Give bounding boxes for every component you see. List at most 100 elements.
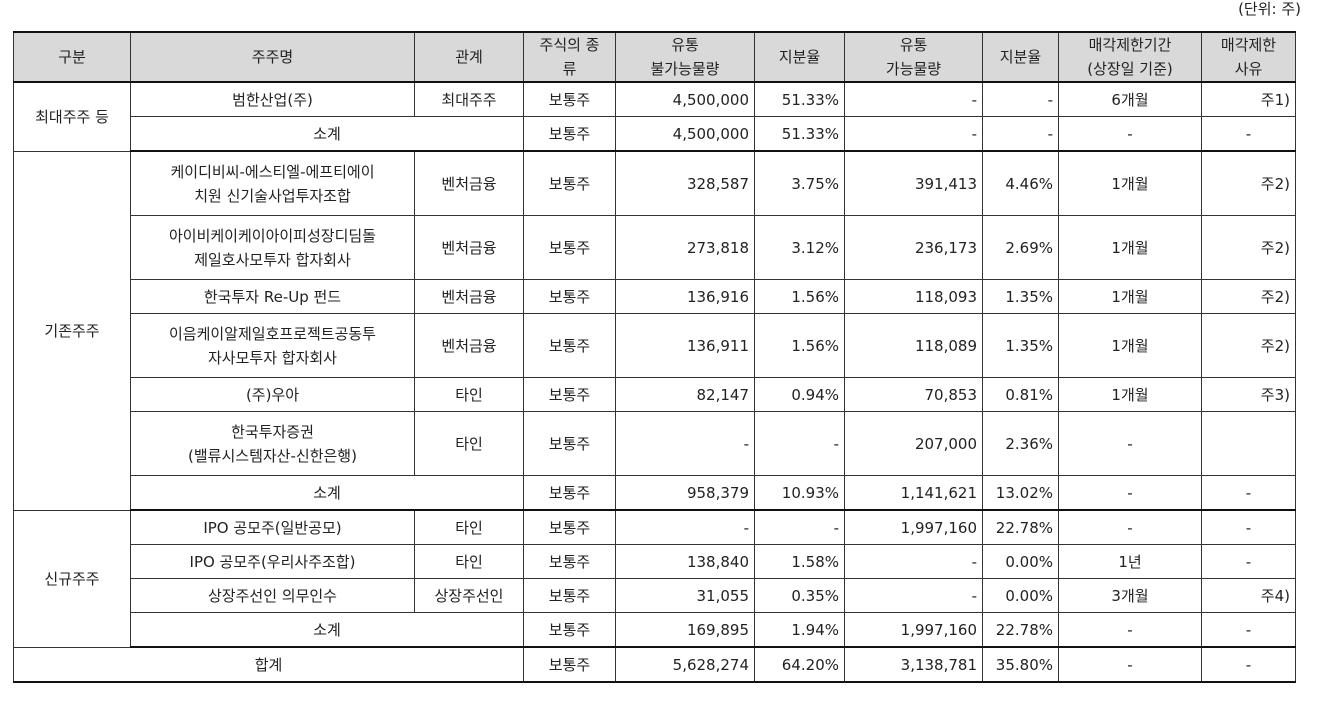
holder-cell: 범한산업(주) <box>130 81 415 117</box>
subtotal-label: 소계 <box>130 612 524 648</box>
holder-cell: 한국투자 Re-Up 펀드 <box>130 279 415 314</box>
locked-cell: 4,500,000 <box>615 81 755 117</box>
type-cell: 보통주 <box>523 509 616 545</box>
table-row: 이음케이알제일호프로젝트공동투 자사모투자 합자회사 벤처금융 보통주 136,9… <box>14 313 1296 378</box>
locked-pct-cell: 1.58% <box>754 544 845 579</box>
tradable-pct-cell: 1.35% <box>982 279 1059 314</box>
locked-pct-cell: 10.93% <box>754 475 845 511</box>
locked-pct-cell: 51.33% <box>754 116 845 152</box>
locked-cell: 4,500,000 <box>615 116 755 152</box>
header-relation: 관계 <box>414 31 524 83</box>
tradable-pct-cell: 2.69% <box>982 215 1059 280</box>
locked-cell: 273,818 <box>615 215 755 280</box>
unit-note: (단위: 주) <box>1238 0 1301 18</box>
reason-cell: 주2) <box>1201 279 1296 314</box>
locked-cell: 169,895 <box>615 612 755 648</box>
period-cell: - <box>1058 116 1202 152</box>
table-row: 상장주선인 의무인수 상장주선인 보통주 31,055 0.35% - 0.00… <box>14 578 1296 613</box>
relation-cell: 타인 <box>414 509 524 545</box>
relation-cell: 타인 <box>414 411 524 476</box>
tradable-pct-cell: 35.80% <box>982 646 1059 683</box>
tradable-pct-cell: 13.02% <box>982 475 1059 511</box>
period-cell: - <box>1058 612 1202 648</box>
locked-pct-cell: 3.75% <box>754 150 845 216</box>
type-cell: 보통주 <box>523 578 616 613</box>
header-lockup-period-line: 매각제한기간 <box>1088 36 1172 54</box>
tradable-cell: 118,089 <box>844 313 983 378</box>
header-locked-qty-line: 유통 <box>671 36 699 54</box>
reason-cell: 주4) <box>1201 578 1296 613</box>
reason-cell: 주2) <box>1201 215 1296 280</box>
total-label: 합계 <box>13 646 524 683</box>
holder-cell: (주)우아 <box>130 377 415 412</box>
period-cell: 1개월 <box>1058 313 1202 378</box>
relation-cell: 벤처금융 <box>414 313 524 378</box>
locked-pct-cell: 1.56% <box>754 313 845 378</box>
locked-pct-cell: - <box>754 411 845 476</box>
period-cell: 6개월 <box>1058 81 1202 117</box>
tradable-pct-cell: 0.00% <box>982 578 1059 613</box>
type-cell: 보통주 <box>523 475 616 511</box>
group-existing: 기존주주 <box>13 150 131 511</box>
locked-cell: - <box>615 411 755 476</box>
period-cell: 1개월 <box>1058 377 1202 412</box>
period-cell: 1개월 <box>1058 279 1202 314</box>
reason-cell: - <box>1201 646 1296 683</box>
period-cell: - <box>1058 475 1202 511</box>
tradable-pct-cell: 0.81% <box>982 377 1059 412</box>
locked-cell: 138,840 <box>615 544 755 579</box>
subtotal-row: 소계 보통주 169,895 1.94% 1,997,160 22.78% - … <box>14 612 1296 648</box>
holder-line: 제일호사모투자 합자회사 <box>194 250 351 269</box>
reason-cell: - <box>1201 509 1296 545</box>
locked-pct-cell: 3.12% <box>754 215 845 280</box>
tradable-pct-cell: - <box>982 81 1059 117</box>
header-category: 구분 <box>13 31 131 83</box>
holder-line: (밸류시스템자산-신한은행) <box>188 446 357 465</box>
type-cell: 보통주 <box>523 612 616 648</box>
header-tradable-qty-line: 가능물량 <box>885 60 942 78</box>
period-cell: 1개월 <box>1058 150 1202 216</box>
relation-cell: 최대주주 <box>414 81 524 117</box>
type-cell: 보통주 <box>523 150 616 216</box>
header-lockup-period-line: (상장일 기준) <box>1087 60 1173 78</box>
reason-cell: 주3) <box>1201 377 1296 412</box>
reason-cell: 주1) <box>1201 81 1296 117</box>
tradable-pct-cell: 0.00% <box>982 544 1059 579</box>
header-stock-type-line: 류 <box>562 60 577 78</box>
reason-cell: - <box>1201 612 1296 648</box>
holder-cell: 이음케이알제일호프로젝트공동투 자사모투자 합자회사 <box>130 313 415 378</box>
tradable-cell: 207,000 <box>844 411 983 476</box>
reason-cell: 주2) <box>1201 313 1296 378</box>
table-row: 한국투자 Re-Up 펀드 벤처금융 보통주 136,916 1.56% 118… <box>14 279 1296 314</box>
relation-cell: 벤처금융 <box>414 215 524 280</box>
holder-line: 이음케이알제일호프로젝트공동투 <box>168 324 376 343</box>
locked-pct-cell: 1.56% <box>754 279 845 314</box>
tradable-cell: - <box>844 578 983 613</box>
holder-line: 한국투자증권 <box>231 422 314 441</box>
header-locked-ratio: 지분율 <box>754 31 845 83</box>
reason-cell: - <box>1201 475 1296 511</box>
type-cell: 보통주 <box>523 81 616 117</box>
locked-pct-cell: 1.94% <box>754 612 845 648</box>
header-tradable-qty: 유통 가능물량 <box>844 31 983 83</box>
type-cell: 보통주 <box>523 646 616 683</box>
total-row: 합계 보통주 5,628,274 64.20% 3,138,781 35.80%… <box>13 646 1296 683</box>
header-lockup-reason: 매각제한 사유 <box>1201 31 1296 83</box>
tradable-pct-cell: 2.36% <box>982 411 1059 476</box>
locked-cell: 328,587 <box>615 150 755 216</box>
reason-cell <box>1201 411 1296 476</box>
tradable-cell: 236,173 <box>844 215 983 280</box>
relation-cell: 타인 <box>414 544 524 579</box>
group-largest: 최대주주 등 <box>13 81 131 152</box>
holder-cell: IPO 공모주(일반공모) <box>130 509 415 545</box>
tradable-pct-cell: 22.78% <box>982 509 1059 545</box>
table-row: 신규주주 IPO 공모주(일반공모) 타인 보통주 - - 1,997,160 … <box>13 509 1296 648</box>
holder-line: 케이디비씨-에스티엘-에프티에이 <box>170 162 375 181</box>
locked-pct-cell: 64.20% <box>754 646 845 683</box>
subtotal-row: 소계 보통주 958,379 10.93% 1,141,621 13.02% -… <box>14 475 1296 511</box>
locked-pct-cell: - <box>754 509 845 545</box>
tradable-cell: - <box>844 544 983 579</box>
tradable-cell: - <box>844 81 983 117</box>
holder-cell: 상장주선인 의무인수 <box>130 578 415 613</box>
